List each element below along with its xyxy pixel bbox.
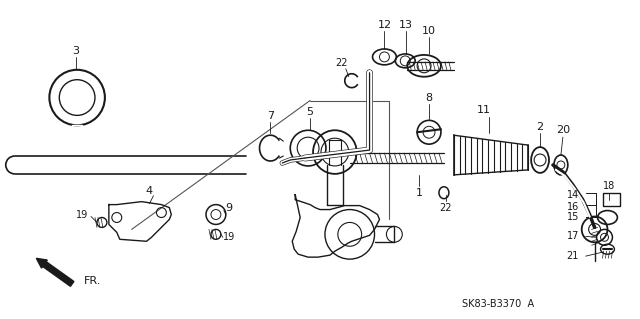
Text: 19: 19 — [223, 232, 235, 242]
Text: 16: 16 — [566, 202, 579, 211]
Text: 15: 15 — [566, 212, 579, 222]
Text: 10: 10 — [422, 26, 436, 36]
Text: 20: 20 — [556, 125, 570, 135]
Bar — [602, 193, 620, 205]
Text: 2: 2 — [536, 122, 543, 132]
Text: 14: 14 — [566, 190, 579, 200]
Text: 17: 17 — [566, 231, 579, 241]
Text: 5: 5 — [307, 108, 314, 117]
Text: 22: 22 — [335, 58, 348, 68]
Text: 7: 7 — [267, 111, 274, 121]
Text: 1: 1 — [415, 188, 422, 198]
Text: 4: 4 — [146, 186, 153, 196]
Text: 19: 19 — [76, 210, 88, 219]
Text: 11: 11 — [477, 106, 491, 115]
FancyArrow shape — [36, 258, 74, 286]
Text: SK83-B3370  A: SK83-B3370 A — [462, 299, 534, 309]
Text: 8: 8 — [426, 93, 433, 102]
Text: FR.: FR. — [84, 276, 102, 286]
Text: 21: 21 — [566, 251, 579, 261]
Text: 18: 18 — [604, 181, 616, 191]
Text: 9: 9 — [225, 203, 232, 212]
Text: 3: 3 — [73, 46, 79, 56]
Text: 12: 12 — [378, 20, 392, 30]
Text: 13: 13 — [399, 20, 413, 30]
Text: 22: 22 — [440, 203, 452, 212]
